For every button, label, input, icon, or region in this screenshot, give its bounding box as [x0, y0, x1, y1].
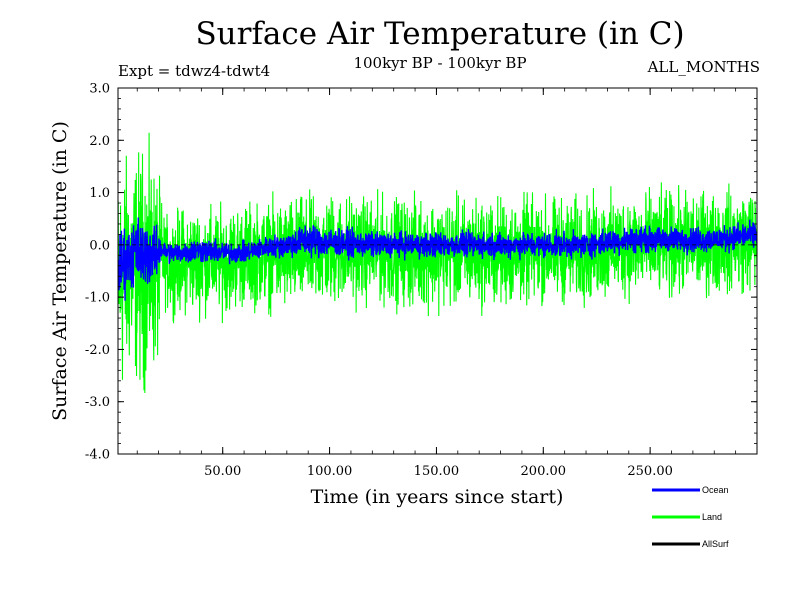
plot-frame	[117, 87, 758, 455]
y-tick-label: 1.0	[89, 186, 110, 201]
y-axis-title: Surface Air Temperature (in C)	[49, 121, 71, 421]
y-tick-label: 0.0	[89, 238, 110, 253]
y-tick-label: -3.0	[85, 395, 110, 410]
x-tick-label: 150.00	[414, 464, 460, 479]
experiment-label: Expt = tdwz4-tdwt4	[118, 62, 271, 80]
legend-label-ocean: Ocean	[702, 485, 729, 495]
x-tick-label: 50.00	[204, 464, 241, 479]
y-tick-label: -2.0	[85, 343, 110, 358]
y-tick-label: 2.0	[89, 134, 110, 149]
y-tick-label: 3.0	[89, 82, 110, 97]
chart-title: Surface Air Temperature (in C)	[195, 16, 685, 52]
y-tick-label: -4.0	[85, 448, 110, 463]
series-ocean-line	[118, 217, 757, 301]
legend-label-land: Land	[702, 512, 722, 522]
x-axis-title: Time (in years since start)	[311, 486, 564, 508]
legend-label-allsurf: AllSurf	[702, 539, 729, 549]
ticks-layer: -4.0 -3.0 -2.0 -1.0 0.0 1.0 2.0 3.0 50.00 100.00 1…	[85, 82, 757, 479]
series-land-line	[118, 132, 757, 393]
chart-subtitle: 100kyr BP - 100kyr BP	[353, 54, 527, 72]
x-tick-label: 100.00	[307, 464, 353, 479]
series-layer	[118, 132, 757, 393]
x-tick-label: 250.00	[627, 464, 673, 479]
y-tick-label: -1.0	[85, 291, 110, 306]
season-label: ALL_MONTHS	[647, 58, 760, 76]
x-tick-label: 200.00	[521, 464, 567, 479]
legend: Ocean Land AllSurf	[652, 485, 729, 549]
